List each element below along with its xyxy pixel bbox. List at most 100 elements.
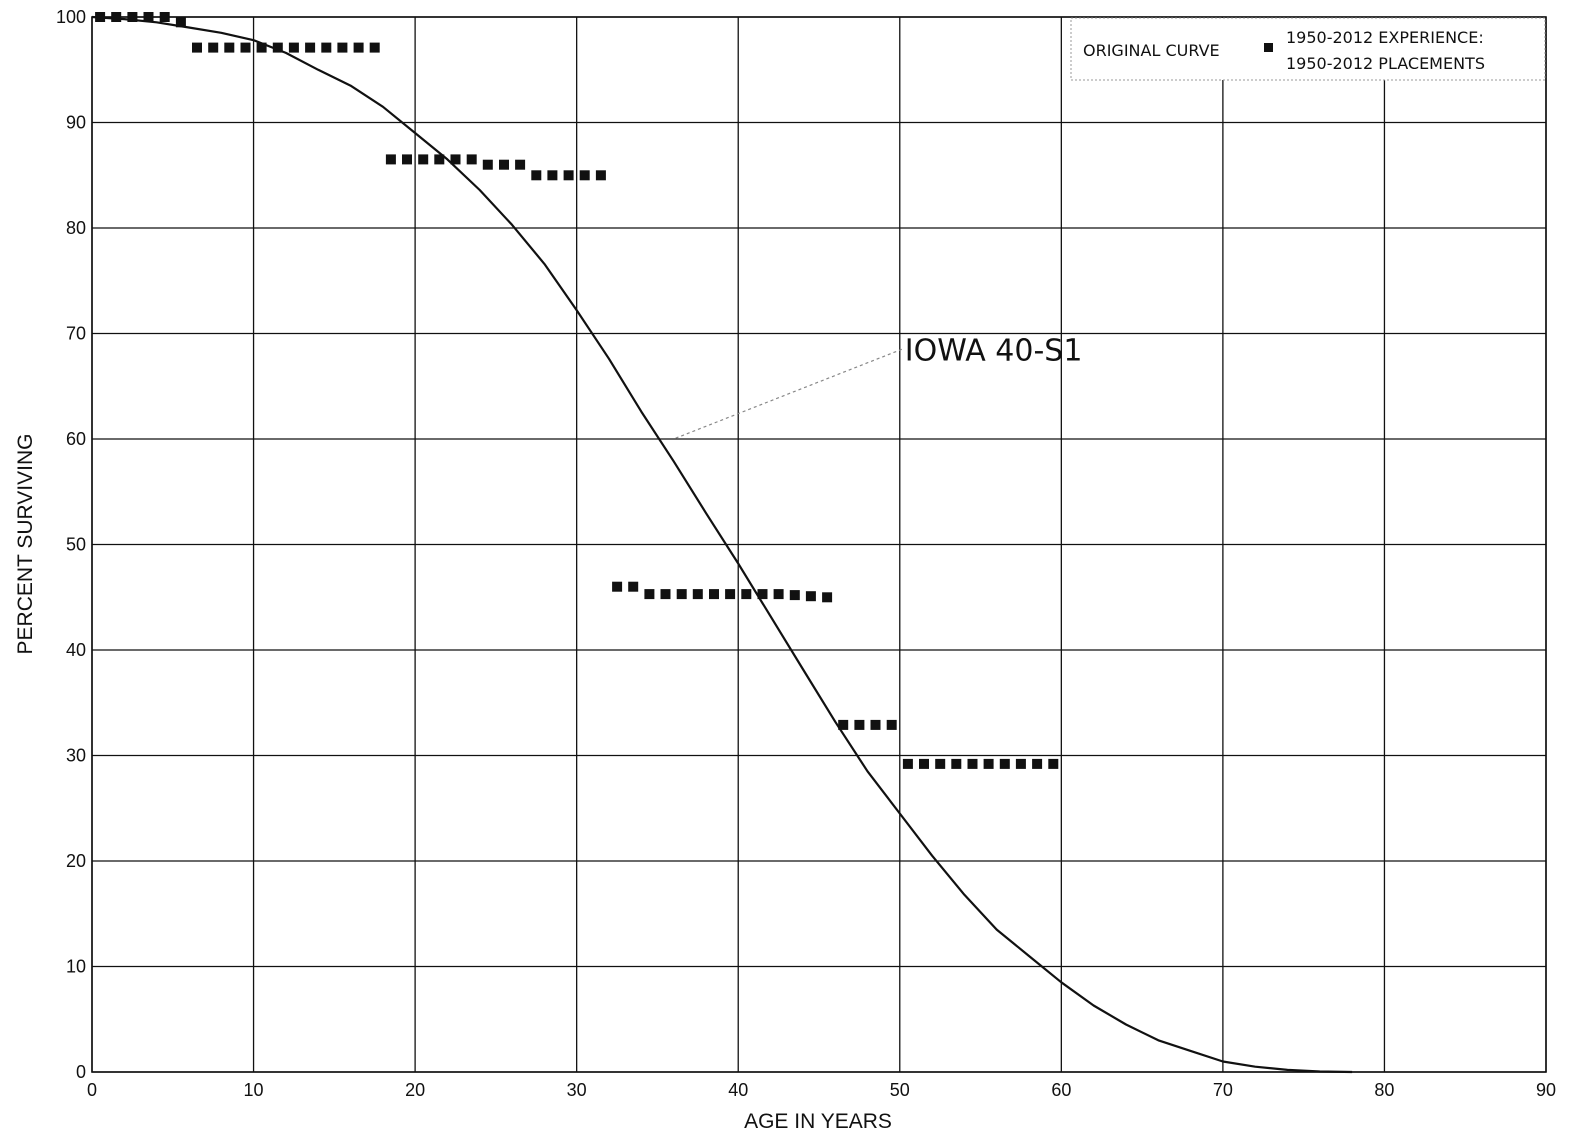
experience-data-point [854, 719, 865, 730]
experience-data-point [789, 590, 800, 601]
experience-data-point [886, 719, 897, 730]
legend: ORIGINAL CURVE 1950-2012 EXPERIENCE: 195… [1070, 17, 1546, 81]
experience-data-point [256, 42, 267, 53]
y-tick-label: 20 [66, 851, 86, 871]
y-tick-label: 90 [66, 113, 86, 133]
experience-data-point [579, 170, 590, 181]
experience-data-point [547, 170, 558, 181]
experience-data-point [935, 758, 946, 769]
experience-data-point [919, 758, 929, 769]
curve-annotation-label: IOWA 40-S1 [905, 333, 1083, 368]
y-tick-label: 10 [66, 957, 86, 977]
y-tick-label: 40 [66, 640, 86, 660]
experience-data-point [531, 170, 542, 181]
experience-data-point [208, 42, 219, 53]
x-tick-label: 10 [244, 1080, 264, 1100]
experience-data-point [999, 758, 1010, 769]
experience-data-point [725, 589, 736, 600]
x-tick-label: 50 [890, 1080, 910, 1100]
y-tick-label: 80 [66, 218, 86, 238]
experience-data-point [563, 170, 574, 181]
experience-data-point [757, 589, 768, 600]
experience-data-point [288, 42, 299, 53]
annotation-group: IOWA 40-S1 [673, 333, 1083, 440]
x-tick-label: 70 [1213, 1080, 1233, 1100]
grid-lines [91, 16, 1547, 1073]
experience-data-point [418, 154, 429, 165]
legend-box [1070, 17, 1546, 81]
experience-data-point [402, 154, 412, 165]
experience-data-point [482, 159, 493, 170]
experience-data-point [175, 17, 186, 28]
experience-data-point [822, 592, 833, 603]
experience-data-point [434, 154, 445, 165]
y-axis-title: PERCENT SURVIVING [14, 434, 37, 655]
x-tick-label: 30 [567, 1080, 587, 1100]
x-tick-label: 90 [1536, 1080, 1556, 1100]
x-axis-title: AGE IN YEARS [744, 1110, 892, 1133]
experience-data-point [660, 589, 671, 600]
legend-marker-swatch [1264, 43, 1273, 52]
experience-data-point [159, 12, 170, 22]
experience-data-point [628, 581, 639, 592]
x-tick-label: 20 [405, 1080, 425, 1100]
legend-marker-label-line2: 1950-2012 PLACEMENTS [1286, 54, 1485, 73]
experience-data-point [983, 758, 994, 769]
annotation-leader-line [673, 348, 902, 440]
experience-data-point [321, 42, 332, 53]
experience-data-point [773, 589, 784, 600]
y-tick-label: 70 [66, 324, 86, 344]
experience-data-point [870, 719, 881, 730]
experience-data-point [272, 42, 283, 53]
experience-data-point [595, 170, 606, 181]
experience-data-point [499, 159, 509, 170]
experience-data-point [369, 42, 380, 53]
experience-data-point [466, 154, 477, 165]
experience-data-point [967, 758, 978, 769]
y-tick-label: 100 [56, 7, 86, 27]
experience-data-point [224, 42, 235, 53]
x-tick-label: 60 [1051, 1080, 1071, 1100]
data-series [91, 12, 1353, 1074]
experience-data-point [612, 581, 623, 592]
plot-frame [91, 16, 1547, 1073]
experience-data-point [709, 589, 719, 600]
experience-data-point [692, 589, 703, 600]
experience-data-point [240, 42, 251, 53]
experience-data-point [838, 719, 849, 730]
legend-marker-label-line1: 1950-2012 EXPERIENCE: [1286, 28, 1484, 47]
experience-data-point [127, 12, 138, 22]
experience-data-point [1015, 758, 1026, 769]
experience-data-point [676, 589, 687, 600]
x-tick-label: 0 [87, 1080, 97, 1100]
experience-data-point [1048, 758, 1059, 769]
original-curve-line [91, 15, 1353, 1074]
y-tick-label: 30 [66, 746, 86, 766]
experience-data-point [111, 12, 122, 22]
experience-data-point [515, 159, 526, 170]
tick-labels: 0 10 20 30 40 50 60 70 80 90 0 10 20 30 40 50 60 70 80 90 10… [56, 7, 1556, 1100]
experience-data-point [1032, 758, 1043, 769]
y-tick-label: 0 [76, 1062, 86, 1082]
plot-border [91, 16, 1547, 1073]
experience-data-point [192, 42, 202, 53]
legend-line-label: ORIGINAL CURVE [1083, 41, 1220, 60]
experience-data-point [353, 42, 364, 53]
experience-data-point [644, 589, 655, 600]
experience-data-point [95, 12, 106, 22]
experience-data-point [951, 758, 962, 769]
experience-data-point [305, 42, 316, 53]
experience-data-point [902, 758, 913, 769]
experience-data-point [450, 154, 461, 165]
experience-data-point [741, 589, 752, 600]
y-tick-label: 60 [66, 429, 86, 449]
y-tick-label: 50 [66, 535, 86, 555]
x-tick-label: 80 [1374, 1080, 1394, 1100]
experience-data-point [805, 591, 816, 602]
experience-data-point [385, 154, 396, 165]
x-tick-label: 40 [728, 1080, 748, 1100]
experience-data-point [143, 12, 154, 22]
experience-data-point [337, 42, 348, 53]
